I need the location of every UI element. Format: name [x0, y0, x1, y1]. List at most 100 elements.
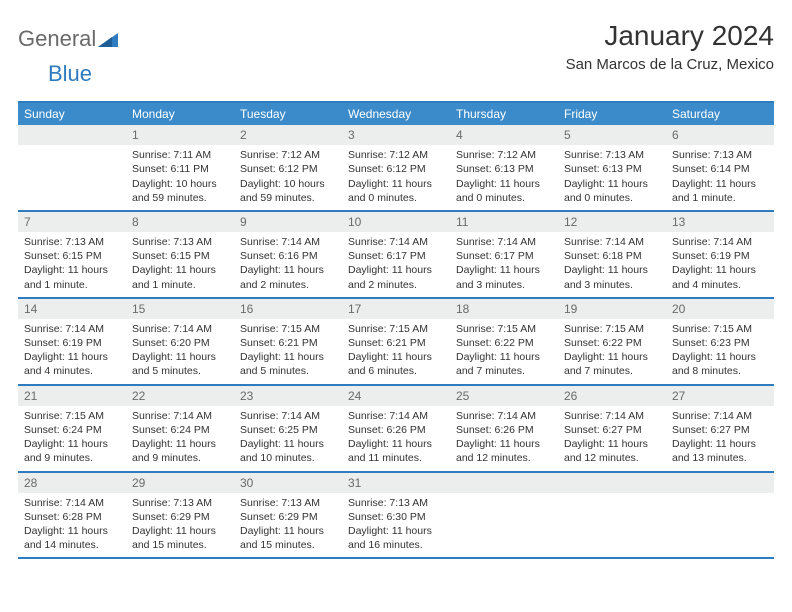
daylight-text: Daylight: 11 hours and 12 minutes. [564, 437, 660, 465]
day-number: 4 [450, 125, 558, 145]
daylight-text: Daylight: 11 hours and 3 minutes. [456, 263, 552, 291]
dow-header: Sunday [18, 103, 126, 125]
daylight-text: Daylight: 11 hours and 2 minutes. [240, 263, 336, 291]
day-cell: 16Sunrise: 7:15 AMSunset: 6:21 PMDayligh… [234, 299, 342, 384]
day-number: 1 [126, 125, 234, 145]
sunset-text: Sunset: 6:18 PM [564, 249, 660, 263]
day-cell: 11Sunrise: 7:14 AMSunset: 6:17 PMDayligh… [450, 212, 558, 297]
day-body: Sunrise: 7:14 AMSunset: 6:26 PMDaylight:… [450, 406, 558, 471]
day-number: 25 [450, 386, 558, 406]
sunrise-text: Sunrise: 7:15 AM [564, 322, 660, 336]
daylight-text: Daylight: 11 hours and 0 minutes. [348, 177, 444, 205]
day-body: Sunrise: 7:13 AMSunset: 6:29 PMDaylight:… [234, 493, 342, 558]
dow-header: Saturday [666, 103, 774, 125]
daylight-text: Daylight: 10 hours and 59 minutes. [240, 177, 336, 205]
day-cell: 10Sunrise: 7:14 AMSunset: 6:17 PMDayligh… [342, 212, 450, 297]
dow-header: Friday [558, 103, 666, 125]
day-number [450, 473, 558, 493]
brand-name-2: Blue [18, 61, 92, 87]
sunset-text: Sunset: 6:19 PM [24, 336, 120, 350]
daylight-text: Daylight: 11 hours and 15 minutes. [240, 524, 336, 552]
day-cell: 3Sunrise: 7:12 AMSunset: 6:12 PMDaylight… [342, 125, 450, 210]
sunrise-text: Sunrise: 7:13 AM [672, 148, 768, 162]
day-body: Sunrise: 7:15 AMSunset: 6:24 PMDaylight:… [18, 406, 126, 471]
sunrise-text: Sunrise: 7:14 AM [564, 235, 660, 249]
sunrise-text: Sunrise: 7:14 AM [132, 322, 228, 336]
day-number: 30 [234, 473, 342, 493]
day-number: 29 [126, 473, 234, 493]
daylight-text: Daylight: 11 hours and 5 minutes. [132, 350, 228, 378]
sunset-text: Sunset: 6:16 PM [240, 249, 336, 263]
week-row: 1Sunrise: 7:11 AMSunset: 6:11 PMDaylight… [18, 125, 774, 212]
day-cell: 9Sunrise: 7:14 AMSunset: 6:16 PMDaylight… [234, 212, 342, 297]
sunset-text: Sunset: 6:22 PM [456, 336, 552, 350]
weeks-container: 1Sunrise: 7:11 AMSunset: 6:11 PMDaylight… [18, 125, 774, 559]
sunset-text: Sunset: 6:20 PM [132, 336, 228, 350]
day-body: Sunrise: 7:13 AMSunset: 6:13 PMDaylight:… [558, 145, 666, 210]
day-cell: 30Sunrise: 7:13 AMSunset: 6:29 PMDayligh… [234, 473, 342, 558]
daylight-text: Daylight: 11 hours and 4 minutes. [24, 350, 120, 378]
day-body: Sunrise: 7:11 AMSunset: 6:11 PMDaylight:… [126, 145, 234, 210]
sunrise-text: Sunrise: 7:14 AM [348, 235, 444, 249]
day-cell [18, 125, 126, 210]
sunset-text: Sunset: 6:17 PM [348, 249, 444, 263]
day-number: 18 [450, 299, 558, 319]
sunrise-text: Sunrise: 7:13 AM [132, 496, 228, 510]
day-body: Sunrise: 7:13 AMSunset: 6:14 PMDaylight:… [666, 145, 774, 210]
day-body: Sunrise: 7:14 AMSunset: 6:27 PMDaylight:… [558, 406, 666, 471]
day-number: 13 [666, 212, 774, 232]
week-row: 14Sunrise: 7:14 AMSunset: 6:19 PMDayligh… [18, 299, 774, 386]
sunrise-text: Sunrise: 7:13 AM [132, 235, 228, 249]
day-number: 7 [18, 212, 126, 232]
location: San Marcos de la Cruz, Mexico [566, 56, 774, 73]
day-body: Sunrise: 7:14 AMSunset: 6:17 PMDaylight:… [342, 232, 450, 297]
day-number: 28 [18, 473, 126, 493]
day-cell: 15Sunrise: 7:14 AMSunset: 6:20 PMDayligh… [126, 299, 234, 384]
sunrise-text: Sunrise: 7:12 AM [348, 148, 444, 162]
day-body: Sunrise: 7:14 AMSunset: 6:28 PMDaylight:… [18, 493, 126, 558]
day-cell: 27Sunrise: 7:14 AMSunset: 6:27 PMDayligh… [666, 386, 774, 471]
day-number: 21 [18, 386, 126, 406]
sunrise-text: Sunrise: 7:15 AM [672, 322, 768, 336]
day-cell: 8Sunrise: 7:13 AMSunset: 6:15 PMDaylight… [126, 212, 234, 297]
sunset-text: Sunset: 6:24 PM [132, 423, 228, 437]
day-body: Sunrise: 7:13 AMSunset: 6:15 PMDaylight:… [18, 232, 126, 297]
day-number [558, 473, 666, 493]
day-body: Sunrise: 7:14 AMSunset: 6:24 PMDaylight:… [126, 406, 234, 471]
sunrise-text: Sunrise: 7:14 AM [456, 235, 552, 249]
sunset-text: Sunset: 6:24 PM [24, 423, 120, 437]
day-number: 31 [342, 473, 450, 493]
week-row: 7Sunrise: 7:13 AMSunset: 6:15 PMDaylight… [18, 212, 774, 299]
triangle-icon [98, 31, 118, 47]
day-number: 8 [126, 212, 234, 232]
daylight-text: Daylight: 11 hours and 14 minutes. [24, 524, 120, 552]
sunset-text: Sunset: 6:26 PM [456, 423, 552, 437]
sunrise-text: Sunrise: 7:13 AM [348, 496, 444, 510]
month-title: January 2024 [566, 20, 774, 52]
sunset-text: Sunset: 6:13 PM [564, 162, 660, 176]
day-cell: 21Sunrise: 7:15 AMSunset: 6:24 PMDayligh… [18, 386, 126, 471]
sunset-text: Sunset: 6:29 PM [132, 510, 228, 524]
sunset-text: Sunset: 6:14 PM [672, 162, 768, 176]
day-cell: 17Sunrise: 7:15 AMSunset: 6:21 PMDayligh… [342, 299, 450, 384]
sunrise-text: Sunrise: 7:11 AM [132, 148, 228, 162]
day-number: 11 [450, 212, 558, 232]
day-body: Sunrise: 7:14 AMSunset: 6:25 PMDaylight:… [234, 406, 342, 471]
day-body: Sunrise: 7:13 AMSunset: 6:30 PMDaylight:… [342, 493, 450, 558]
sunrise-text: Sunrise: 7:14 AM [672, 235, 768, 249]
sunrise-text: Sunrise: 7:14 AM [24, 322, 120, 336]
day-number: 12 [558, 212, 666, 232]
day-cell: 2Sunrise: 7:12 AMSunset: 6:12 PMDaylight… [234, 125, 342, 210]
sunrise-text: Sunrise: 7:15 AM [240, 322, 336, 336]
sunrise-text: Sunrise: 7:14 AM [348, 409, 444, 423]
day-body: Sunrise: 7:15 AMSunset: 6:21 PMDaylight:… [342, 319, 450, 384]
sunrise-text: Sunrise: 7:12 AM [240, 148, 336, 162]
day-cell: 7Sunrise: 7:13 AMSunset: 6:15 PMDaylight… [18, 212, 126, 297]
day-number: 2 [234, 125, 342, 145]
day-body: Sunrise: 7:14 AMSunset: 6:18 PMDaylight:… [558, 232, 666, 297]
day-cell: 1Sunrise: 7:11 AMSunset: 6:11 PMDaylight… [126, 125, 234, 210]
sunrise-text: Sunrise: 7:15 AM [348, 322, 444, 336]
daylight-text: Daylight: 11 hours and 1 minute. [24, 263, 120, 291]
sunset-text: Sunset: 6:26 PM [348, 423, 444, 437]
day-cell: 19Sunrise: 7:15 AMSunset: 6:22 PMDayligh… [558, 299, 666, 384]
